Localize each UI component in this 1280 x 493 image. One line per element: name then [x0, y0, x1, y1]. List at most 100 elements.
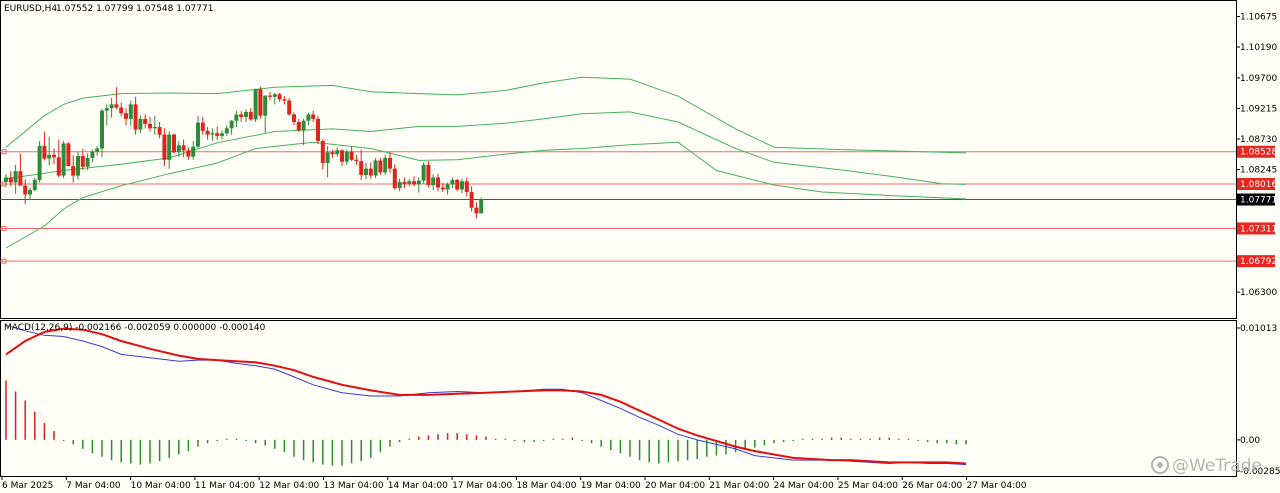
candle-body — [282, 99, 287, 101]
time-tick-label: 26 Mar 04:00 — [902, 481, 962, 491]
time-tick-label: 12 Mar 04:00 — [259, 481, 319, 491]
time-tick-label: 25 Mar 04:00 — [838, 481, 898, 491]
candle-body — [100, 110, 104, 149]
candle-body — [239, 114, 244, 117]
candle-body — [349, 151, 354, 160]
price-axis: 1.10675 1.10190 1.09700 1.09215 1.08730 1.082… — [1236, 12, 1277, 298]
price-tick-label: 1.10675 — [1240, 12, 1277, 22]
candle-body — [4, 177, 8, 182]
candle-body — [229, 120, 234, 129]
candle-body — [90, 151, 95, 158]
watermark: @WeTrade — [1151, 456, 1262, 476]
time-tick-label: 21 Mar 04:00 — [709, 481, 769, 491]
time-tick-label: 14 Mar 04:00 — [388, 481, 448, 491]
candle-body — [316, 118, 320, 141]
candle-body — [421, 164, 426, 181]
level-price-tag — [1237, 178, 1275, 191]
candle-body — [128, 104, 133, 119]
candle-body — [455, 179, 460, 190]
ohlc-label: 1.07552 1.07799 1.07548 1.07771 — [56, 4, 213, 14]
candle-body — [436, 177, 440, 188]
time-tick-label: 27 Mar 04:00 — [967, 481, 1027, 491]
candle-body — [248, 111, 253, 120]
bollinger-middle — [5, 111, 967, 185]
time-tick-label: 13 Mar 04:00 — [324, 481, 384, 491]
macd-tick-label: 0.01013 — [1240, 324, 1277, 334]
macd-axis: 0.01013 0.00 -0.002857 — [1236, 324, 1280, 477]
candle-body — [42, 145, 47, 159]
candle-body — [383, 157, 388, 173]
candle-body — [200, 122, 205, 131]
candle-body — [124, 113, 128, 119]
candle-body — [143, 118, 148, 124]
watermark-text: @WeTrade — [1172, 456, 1262, 476]
candle-body — [431, 177, 436, 186]
time-tick-label: 18 Mar 04:00 — [516, 481, 576, 491]
candle-body — [344, 151, 349, 162]
candle-body — [148, 123, 152, 129]
price-tick-label: 1.08245 — [1240, 166, 1277, 176]
candle-body — [172, 134, 176, 153]
candle-body — [28, 190, 32, 195]
level-marker[interactable] — [1, 149, 7, 155]
price-tick-label: 1.09215 — [1240, 104, 1277, 114]
candle-body — [364, 168, 368, 175]
candle-body — [296, 122, 301, 131]
candle-body — [52, 154, 56, 158]
time-tick-label: 6 Mar 2025 — [2, 481, 53, 491]
candle-body — [464, 181, 469, 192]
candle-body — [359, 161, 364, 175]
candle-body — [272, 94, 277, 97]
level-price-label: 1.06792 — [1240, 257, 1277, 267]
candle-body — [215, 133, 220, 136]
price-tick-label: 1.06300 — [1240, 288, 1277, 298]
candle-body — [152, 127, 157, 129]
price-panel-frame — [0, 0, 1237, 319]
bollinger-bands — [5, 76, 967, 249]
time-axis: 6 Mar 2025 7 Mar 04:00 10 Mar 04:00 11 Mar … — [1, 476, 1027, 491]
candle-body — [368, 168, 373, 176]
time-tick-label: 11 Mar 04:00 — [195, 481, 255, 491]
symbol-label: EURUSD,H4 — [4, 4, 57, 14]
candle-body — [325, 152, 330, 163]
candle-body — [469, 191, 474, 208]
candle-body — [186, 150, 191, 157]
signal-line — [5, 327, 967, 465]
time-tick-label: 17 Mar 04:00 — [452, 481, 512, 491]
level-price-tag — [1237, 145, 1275, 158]
level-price-tag — [1237, 255, 1275, 268]
candle-body — [76, 156, 80, 176]
bollinger-lower — [5, 141, 967, 249]
candle-body — [373, 160, 378, 176]
candle-body — [268, 95, 272, 97]
candle-body — [292, 114, 296, 123]
candle-body — [47, 154, 52, 159]
level-marker[interactable] — [1, 225, 7, 231]
candle-body — [85, 157, 90, 167]
candle-body — [56, 157, 61, 176]
candle-body — [167, 134, 172, 160]
macd-title: MACD(12,26,9) -0.002166 -0.002059 0.0000… — [4, 323, 266, 333]
candle-body — [71, 166, 76, 176]
candle-body — [320, 140, 325, 163]
price-tick-label: 1.09700 — [1240, 74, 1277, 84]
candle-body — [114, 104, 119, 108]
candle-body — [32, 179, 37, 191]
candle-body — [61, 143, 66, 176]
candlesticks — [4, 86, 484, 219]
candle-body — [23, 185, 28, 195]
candle-body — [340, 150, 344, 162]
candle-body — [450, 179, 455, 185]
candle-body — [479, 199, 484, 214]
candle-body — [196, 122, 200, 147]
level-marker[interactable] — [1, 258, 7, 264]
candle-body — [95, 148, 100, 152]
candle-body — [162, 134, 167, 160]
candle-body — [416, 180, 421, 185]
macd-tick-label: 0.00 — [1240, 436, 1260, 446]
candle-body — [119, 107, 124, 114]
candle-body — [388, 157, 392, 169]
candle-body — [138, 118, 143, 130]
